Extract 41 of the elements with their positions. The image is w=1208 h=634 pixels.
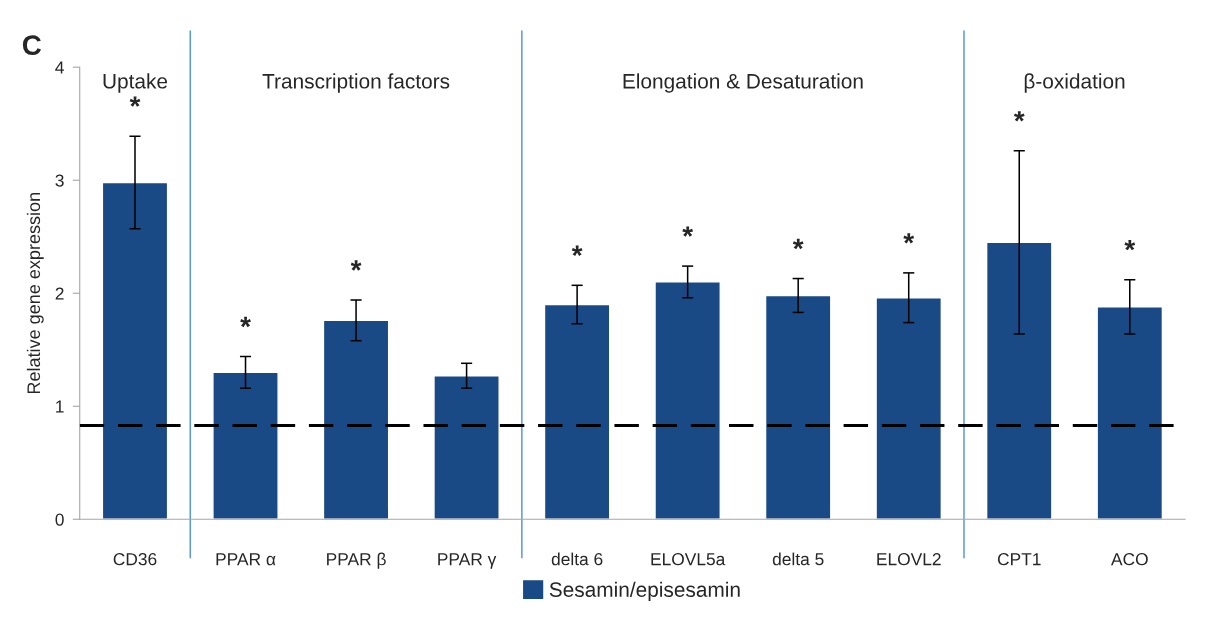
annotation: * <box>240 316 251 328</box>
y-tick-label: 4 <box>55 61 64 74</box>
y-tick-label: 3 <box>55 174 64 187</box>
x-tick-label: CD36 <box>113 553 157 566</box>
bar <box>764 294 832 520</box>
x-tick-label: delta 6 <box>551 552 603 566</box>
x-tick-label: ELOVL2 <box>877 553 941 566</box>
bar <box>101 181 169 520</box>
annotation: * <box>129 96 141 107</box>
x-tick-label: PPAR β <box>327 552 386 569</box>
annotation: * <box>682 226 694 237</box>
bar <box>875 297 943 520</box>
y-axis-title: Relative gene expression <box>26 193 44 394</box>
bar <box>1096 306 1164 520</box>
annotation: Uptake <box>103 73 168 93</box>
x-tick-label: ELOVL5a <box>651 553 726 566</box>
y-tick-label: 1 <box>56 400 64 413</box>
bar <box>212 371 279 520</box>
x-tick-label: PPAR γ <box>438 553 497 569</box>
chart-title: C <box>22 35 42 56</box>
annotation: * <box>1013 111 1025 122</box>
x-tick-label: CPT1 <box>997 553 1041 566</box>
bar <box>654 281 721 520</box>
x-tick-label: PPAR α <box>216 553 276 566</box>
y-tick-label: 2 <box>55 287 64 300</box>
annotation: * <box>903 233 915 244</box>
bar <box>433 375 500 520</box>
annotation: * <box>792 238 804 250</box>
bar <box>985 241 1053 520</box>
x-tick-label: delta 5 <box>772 552 824 566</box>
annotation: Transcription factors <box>262 73 450 93</box>
annotation: Elongation & Desaturation <box>623 73 863 93</box>
annotation: * <box>1124 239 1136 251</box>
bar <box>322 319 390 520</box>
bar <box>543 303 611 520</box>
annotation: * <box>571 245 583 256</box>
legend-label: Sesamin/episesamin <box>549 581 740 602</box>
y-tick-label: 0 <box>55 513 64 526</box>
x-tick-label: ACO <box>1111 553 1148 566</box>
annotation: * <box>350 260 362 271</box>
annotation: β-oxidation <box>1024 73 1125 93</box>
